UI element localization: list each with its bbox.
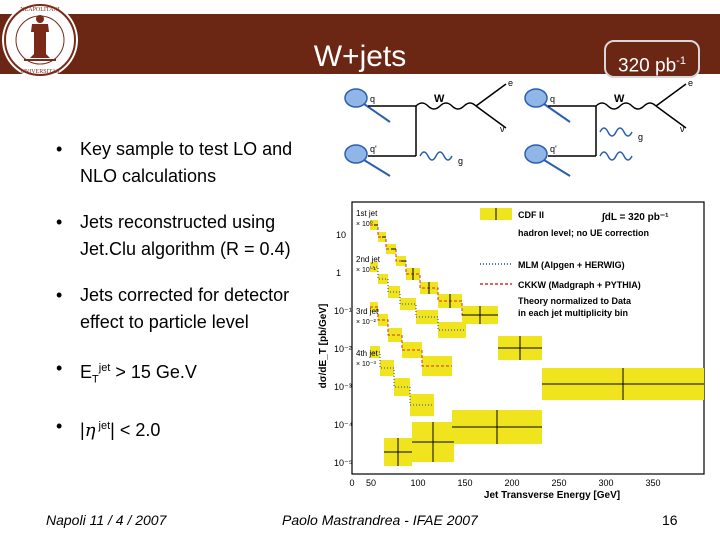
x-axis-label: Jet Transverse Energy [GeV] (484, 490, 620, 501)
bullet-list: Key sample to test LO and NLO calculatio… (56, 136, 316, 463)
bullet-item: Jets corrected for detector effect to pa… (56, 282, 316, 336)
et-cut: > 15 Ge.V (110, 362, 197, 382)
legend-label-mlm: MLM (Alpgen + HERWIG) (518, 260, 625, 270)
series-scale: × 10⁻¹ (356, 267, 377, 274)
y-tick-label: 10 (336, 230, 346, 240)
legend-note-line1: Theory normalized to Data (518, 296, 632, 306)
legend-label-hadron: hadron level; no UE correction (518, 228, 649, 238)
legend-label-ckkw: CKKW (Madgraph + PYTHIA) (518, 280, 641, 290)
x-tick-label: 300 (598, 478, 613, 488)
x-tick-label: 50 (366, 478, 376, 488)
uncertainty-band (370, 302, 378, 312)
bullet-item: Key sample to test LO and NLO calculatio… (56, 136, 316, 190)
diagram-2-quark-label: q (550, 94, 555, 104)
eta-cut: | < 2.0 (110, 419, 161, 440)
diagram-1-boson-label: W (434, 93, 445, 105)
diagram-2-antiquark-label: q' (550, 144, 557, 154)
svg-text:NEAPOLITANI: NEAPOLITANI (20, 7, 60, 13)
eta-abs-open: | (80, 419, 85, 440)
luminosity-label: ∫dL = 320 pb⁻¹ (601, 212, 669, 223)
diagram-1-lepton-label: e (508, 78, 513, 88)
bullet-item: Jets reconstructed using Jet.Clu algorit… (56, 209, 316, 263)
page-number: 16 (662, 512, 678, 528)
et-subscript: T (92, 373, 99, 386)
x-tick-label: 150 (457, 478, 472, 488)
cdf-data-points (374, 224, 704, 466)
uncertainty-band (370, 346, 380, 358)
series-scale: × 10⁻³ (356, 361, 377, 368)
series-label: 2nd jet (356, 255, 381, 264)
feynman-diagram-2: q q' W e ν g (520, 76, 710, 186)
diagram-2-neutrino-label: ν (680, 124, 685, 134)
svg-text:UNIVERSITAS: UNIVERSITAS (21, 69, 60, 75)
eta-superscript: jet (95, 419, 111, 432)
bullet-item: |η jet| < 2.0 (56, 413, 316, 444)
luminosity-box: 320 pb-1 (604, 40, 700, 78)
feynman-diagram-1: q q' W e ν g (340, 76, 530, 186)
jet-et-cross-section-plot: dσ/dE_T [pb/GeV] 10 1 10⁻¹ 10⁻² 10⁻³ 10⁻… (312, 196, 708, 502)
y-tick-label: 10⁻² (334, 344, 352, 354)
title-bar: W+jets 320 pb-1 (0, 14, 720, 78)
series-label: 1st jet (356, 209, 378, 218)
diagram-2-gluon-label: g (638, 132, 643, 142)
diagram-2-lepton-label: e (688, 78, 693, 88)
x-tick-label: 100 (410, 478, 425, 488)
et-superscript: jet (98, 362, 111, 374)
university-seal-logo: NEAPOLITANI UNIVERSITAS (2, 2, 78, 78)
diagram-1-antiquark-label: q' (370, 144, 377, 154)
luminosity-value: 320 pb (618, 55, 677, 77)
bullet-item: ETjet > 15 Ge.V (56, 355, 316, 394)
x-tick-label: 350 (645, 478, 660, 488)
y-tick-label: 10⁻⁵ (334, 458, 353, 468)
x-tick-label: 0 (349, 478, 354, 488)
uncertainty-band (416, 310, 438, 324)
series-label: 3rd jet (356, 307, 379, 316)
series-scale: × 10⁰ (356, 220, 373, 228)
diagram-2-boson-label: W (614, 93, 625, 105)
series-label: 4th jet (356, 349, 379, 358)
series-scale: × 10⁻² (356, 319, 377, 326)
y-tick-label: 10⁻¹ (334, 306, 352, 316)
x-tick-label: 250 (551, 478, 566, 488)
diagram-1-quark-label: q (370, 94, 375, 104)
diagram-1-neutrino-label: ν (500, 124, 505, 134)
et-symbol: E (80, 362, 93, 382)
footer-author: Paolo Mastrandrea - IFAE 2007 (282, 512, 478, 528)
y-tick-label: 1 (336, 268, 341, 278)
legend: CDF II ∫dL = 320 pb⁻¹ hadron level; no U… (480, 208, 669, 318)
diagram-1-gluon-label: g (458, 156, 463, 166)
x-tick-label: 200 (504, 478, 519, 488)
y-axis-label: dσ/dE_T [pb/GeV] (318, 304, 329, 389)
y-axis-title: dσ/dE_T [pb/GeV] (318, 304, 329, 389)
y-tick-label: 10⁻⁴ (334, 420, 353, 430)
y-tick-label: 10⁻³ (334, 382, 352, 392)
eta-symbol: η (84, 419, 96, 441)
slide-title: W+jets (313, 40, 407, 73)
legend-note-line2: in each jet multiplicity bin (518, 308, 628, 318)
footer-date: Napoli 11 / 4 / 2007 (46, 512, 167, 528)
luminosity-exponent: -1 (676, 55, 686, 67)
legend-label-data: CDF II (518, 210, 544, 220)
